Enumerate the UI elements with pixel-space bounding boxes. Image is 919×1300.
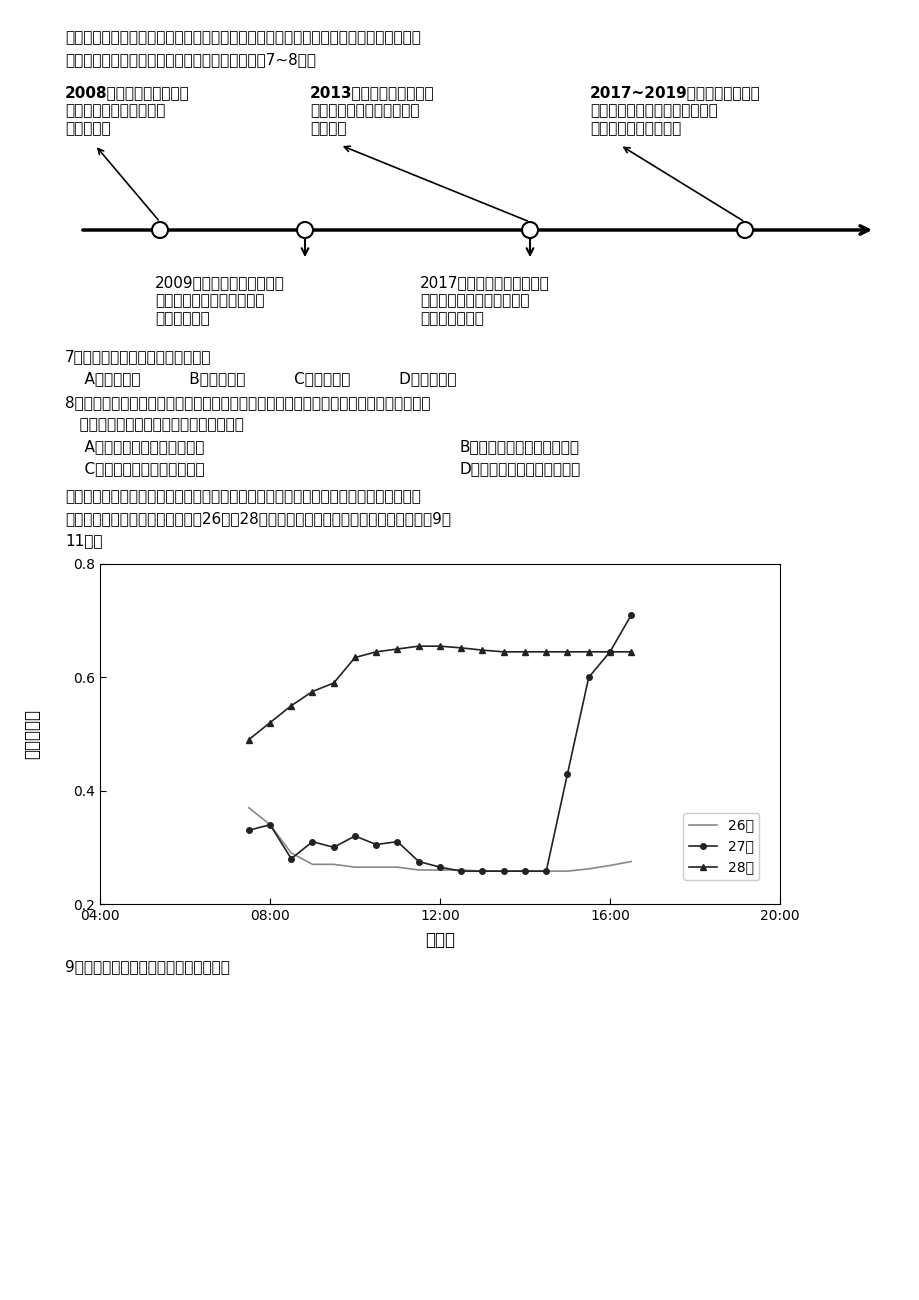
- 27日: [370, 837, 381, 853]
- 27日: [540, 863, 551, 879]
- 28日: [370, 644, 381, 659]
- 27日: [243, 823, 254, 838]
- Text: 地表反照率: 地表反照率: [23, 708, 41, 759]
- Text: C．部件类型多，标准不统一: C．部件类型多，标准不统一: [65, 462, 204, 476]
- 26日: [349, 859, 360, 875]
- 28日: [604, 644, 615, 659]
- 27日: [434, 859, 445, 875]
- 27日: [328, 840, 339, 855]
- Text: 年销量世界第一，成为世界知名: 年销量世界第一，成为世界知名: [589, 103, 717, 118]
- 28日: [243, 732, 254, 748]
- 27日: [583, 670, 594, 685]
- Circle shape: [297, 222, 312, 238]
- 26日: [434, 862, 445, 878]
- 27日: [307, 833, 318, 849]
- 27日: [455, 863, 466, 879]
- 26日: [498, 863, 509, 879]
- Text: 2017~2019年中国中铁连续三: 2017~2019年中国中铁连续三: [589, 84, 760, 100]
- 27日: [562, 766, 573, 781]
- 26日: [583, 861, 594, 876]
- X-axis label: 地方时: 地方时: [425, 931, 455, 949]
- Text: 9．古尔班通古特沙漠出现降雪最可能在: 9．古尔班通古特沙漠出现降雪最可能在: [65, 959, 230, 974]
- Text: 地表反照率表征地面对太阳辐射的吸收和反射能力。古尔班通古特沙漠位于新疆北部: 地表反照率表征地面对太阳辐射的吸收和反射能力。古尔班通古特沙漠位于新疆北部: [65, 489, 420, 504]
- 28日: [455, 640, 466, 655]
- Text: 8．对接近或超过使用寿命的盾构机进行再制造，可以使其重新应用到施工当中。造成目前: 8．对接近或超过使用寿命的盾构机进行再制造，可以使其重新应用到施工当中。造成目前: [65, 395, 430, 410]
- 26日: [391, 859, 403, 875]
- Text: 11题。: 11题。: [65, 533, 102, 549]
- 27日: [413, 854, 424, 870]
- Text: 尔特公司: 尔特公司: [310, 121, 346, 136]
- Text: 设备。下图示意中国盾构机的发展过程。据此完成7~8题。: 设备。下图示意中国盾构机的发展过程。据此完成7~8题。: [65, 52, 315, 68]
- 26日: [307, 857, 318, 872]
- 27日: [391, 833, 403, 849]
- Circle shape: [152, 222, 168, 238]
- 26日: [562, 863, 573, 879]
- 27日: [349, 828, 360, 844]
- 27日: [625, 607, 636, 623]
- Line: 26日: 26日: [248, 807, 630, 871]
- Text: 术的推广应用。: 术的推广应用。: [420, 311, 483, 326]
- Text: 处受制于人: 处受制于人: [65, 121, 110, 136]
- 26日: [328, 857, 339, 872]
- 26日: [625, 854, 636, 870]
- 26日: [243, 800, 254, 815]
- 28日: [286, 698, 297, 714]
- 26日: [370, 859, 381, 875]
- 28日: [328, 675, 339, 690]
- Text: D．专业分包多，原料消耗大: D．专业分包多，原料消耗大: [460, 462, 581, 476]
- Text: 中国中铁为主开始了盾构机: 中国中铁为主开始了盾构机: [154, 292, 265, 308]
- 26日: [519, 863, 530, 879]
- Text: 2009年开始，以中国铁建和: 2009年开始，以中国铁建和: [154, 276, 285, 290]
- 28日: [583, 644, 594, 659]
- 28日: [625, 644, 636, 659]
- 28日: [413, 638, 424, 654]
- 27日: [604, 644, 615, 659]
- 27日: [476, 863, 487, 879]
- Legend: 26日, 27日, 28日: 26日, 27日, 28日: [683, 812, 758, 880]
- Text: 突出个性化设计，可靠性要求极高。盾构机已逐渐成为地铁、隧道、地下管廊等主流施工: 突出个性化设计，可靠性要求极高。盾构机已逐渐成为地铁、隧道、地下管廊等主流施工: [65, 30, 420, 46]
- 28日: [349, 650, 360, 666]
- 27日: [498, 863, 509, 879]
- Line: 27日: 27日: [245, 612, 633, 874]
- 28日: [391, 641, 403, 656]
- 26日: [286, 845, 297, 861]
- Text: 2008年以前，国内盾构机: 2008年以前，国内盾构机: [65, 84, 189, 100]
- Text: A．气象条件          B．地质条件          C．资源类型          D．水文特征: A．气象条件 B．地质条件 C．资源类型 D．水文特征: [65, 370, 456, 386]
- 28日: [434, 638, 445, 654]
- 26日: [264, 816, 275, 832]
- Text: 的攻坚之路。: 的攻坚之路。: [154, 311, 210, 326]
- 28日: [562, 644, 573, 659]
- 27日: [519, 863, 530, 879]
- 27日: [286, 852, 297, 867]
- Circle shape: [736, 222, 752, 238]
- Text: 的准噶尔盆地，下图为该沙漠某月26日～28日降雪前后地表反照率日变化图。据此完成9～: 的准噶尔盆地，下图为该沙漠某月26日～28日降雪前后地表反照率日变化图。据此完成…: [65, 511, 450, 526]
- 28日: [498, 644, 509, 659]
- 26日: [604, 858, 615, 874]
- Text: 出口马来西亚，收购德国维: 出口马来西亚，收购德国维: [310, 103, 419, 118]
- Text: 2013年，中国中铁盾构机: 2013年，中国中铁盾构机: [310, 84, 434, 100]
- Text: A．市场需求少，利润空间小: A．市场需求少，利润空间小: [65, 439, 204, 454]
- Text: 构机整机及关键件再制造技: 构机整机及关键件再制造技: [420, 292, 529, 308]
- 26日: [476, 863, 487, 879]
- 26日: [455, 862, 466, 878]
- 27日: [264, 816, 275, 832]
- 26日: [413, 862, 424, 878]
- 28日: [519, 644, 530, 659]
- 28日: [476, 642, 487, 658]
- 28日: [540, 644, 551, 659]
- Text: 7．盾构机的个性化主要考虑各地的: 7．盾构机的个性化主要考虑各地的: [65, 348, 211, 364]
- Text: 我国盾构机再制造成本高昂的主要原因是: 我国盾构机再制造成本高昂的主要原因是: [65, 417, 244, 432]
- 28日: [307, 684, 318, 699]
- 28日: [264, 715, 275, 731]
- Text: 2017年，工信部提出加强盾: 2017年，工信部提出加强盾: [420, 276, 550, 290]
- Line: 28日: 28日: [245, 642, 634, 744]
- Text: B．所需劳力多，工资成本高: B．所需劳力多，工资成本高: [460, 439, 579, 454]
- Text: 的中国盾构行业领生者: 的中国盾构行业领生者: [589, 121, 680, 136]
- Circle shape: [521, 222, 538, 238]
- 26日: [540, 863, 551, 879]
- Text: 严重依赖进口，应用上处: 严重依赖进口，应用上处: [65, 103, 165, 118]
